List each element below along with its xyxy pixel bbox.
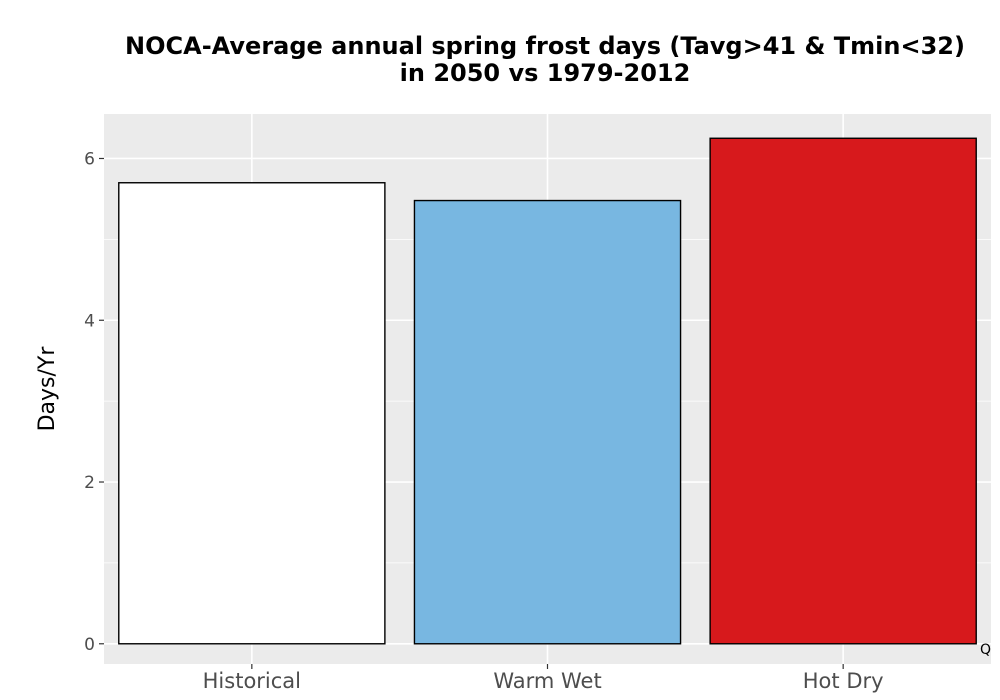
- chart-title-line-1: NOCA-Average annual spring frost days (T…: [125, 32, 965, 60]
- x-tick-label: Warm Wet: [493, 669, 601, 693]
- y-axis-ticks: 0 2 4 6: [84, 149, 104, 655]
- y-tick-label: 2: [84, 473, 95, 493]
- bars: [118, 137, 977, 645]
- y-tick-label: 4: [84, 311, 95, 331]
- bar-historical: [118, 182, 386, 645]
- x-axis-ticks: Historical Warm Wet Hot Dry: [203, 664, 884, 693]
- bar-hot-dry: [709, 137, 977, 645]
- y-axis-title: Days/Yr: [35, 346, 60, 432]
- y-tick-label: 0: [84, 635, 95, 655]
- chart-title-line-2: in 2050 vs 1979-2012: [400, 59, 691, 87]
- y-tick-label: 6: [84, 149, 95, 169]
- corner-mark: Q: [980, 642, 991, 658]
- bar-warm-wet: [413, 199, 682, 645]
- x-tick-label: Hot Dry: [803, 669, 884, 693]
- x-tick-label: Historical: [203, 669, 301, 693]
